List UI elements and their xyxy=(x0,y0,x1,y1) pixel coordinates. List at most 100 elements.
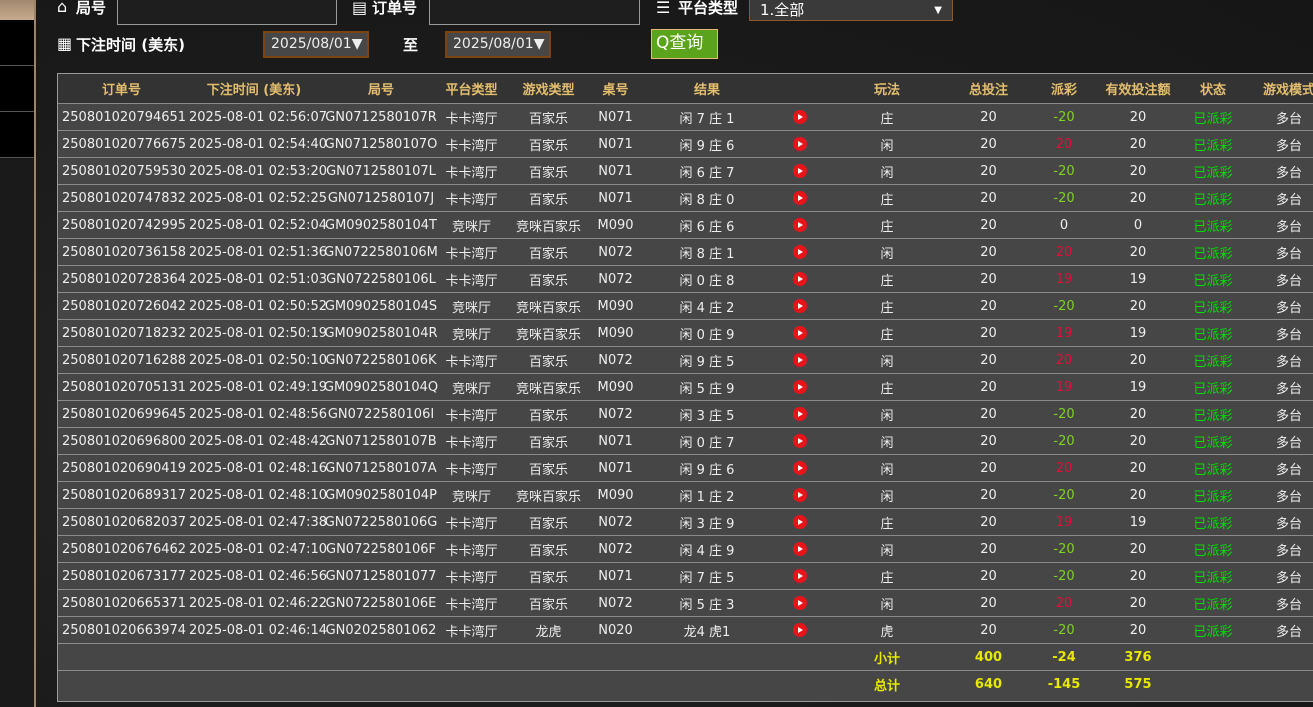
header-total-bet: 总投注 xyxy=(950,74,1027,104)
table-row: 250801020690419 2025-08-01 02:48:16 GN0712… xyxy=(58,454,1313,482)
empty-cell xyxy=(1175,643,1251,671)
query-button[interactable]: Q查询 xyxy=(651,29,718,59)
cell-total-bet: 20 xyxy=(950,535,1027,563)
header-payout: 派彩 xyxy=(1027,74,1101,104)
play-video-icon[interactable] xyxy=(793,164,807,178)
cell-table-id: N072 xyxy=(593,346,638,374)
play-video-icon[interactable] xyxy=(793,434,807,448)
cell-game-mode: 多台 xyxy=(1251,373,1313,401)
cell-bet-type: 闲 xyxy=(824,346,950,374)
header-status: 状态 xyxy=(1175,74,1251,104)
play-video-icon[interactable] xyxy=(793,461,807,475)
cell-game-type: 百家乐 xyxy=(504,427,593,455)
cell-order-id: 250801020736158 xyxy=(58,238,186,266)
play-video-icon[interactable] xyxy=(793,596,807,610)
play-video-icon[interactable] xyxy=(793,569,807,583)
cell-payout: 20 xyxy=(1027,238,1101,266)
empty-cell xyxy=(323,643,439,671)
cell-status: 已派彩 xyxy=(1175,589,1251,617)
play-video-icon[interactable] xyxy=(793,353,807,367)
cell-bet-time: 2025-08-01 02:46:22 xyxy=(185,589,327,617)
play-video-icon[interactable] xyxy=(793,407,807,421)
play-video-icon[interactable] xyxy=(793,272,807,286)
play-video-icon[interactable] xyxy=(793,515,807,529)
play-video-icon[interactable] xyxy=(793,218,807,232)
cell-game-mode: 多台 xyxy=(1251,346,1313,374)
cell-status: 已派彩 xyxy=(1175,319,1251,347)
cell-round-id: GN0722580106F xyxy=(323,535,439,563)
cell-platform-type: 卡卡湾厅 xyxy=(439,562,504,590)
platform-select[interactable]: 1.全部 ▼ xyxy=(749,0,953,21)
cell-table-id: M090 xyxy=(593,292,638,320)
cell-payout: 19 xyxy=(1027,265,1101,293)
query-button-label: 查询 xyxy=(669,33,704,53)
play-video-icon[interactable] xyxy=(793,488,807,502)
cell-total-bet: 20 xyxy=(950,157,1027,185)
cell-payout: 20 xyxy=(1027,454,1101,482)
cell-game-mode: 多台 xyxy=(1251,319,1313,347)
empty-cell xyxy=(776,670,824,697)
cell-game-type: 百家乐 xyxy=(504,454,593,482)
cell-status: 已派彩 xyxy=(1175,535,1251,563)
cell-round-id: GM0902580104R xyxy=(323,319,439,347)
total-payout: -145 xyxy=(1027,670,1101,697)
date-from-picker[interactable]: 2025/08/01▼ xyxy=(263,31,369,58)
empty-cell xyxy=(58,670,185,697)
header-game-type: 游戏类型 xyxy=(504,74,593,104)
play-video-icon[interactable] xyxy=(793,623,807,637)
replay-cell xyxy=(776,292,824,320)
cell-round-id: GN0722580106L xyxy=(323,265,439,293)
sidebar-item[interactable] xyxy=(0,66,34,112)
cell-table-id: N071 xyxy=(593,130,638,158)
play-video-icon[interactable] xyxy=(793,380,807,394)
cell-round-id: GN02025801062 xyxy=(323,616,439,644)
cell-payout: -20 xyxy=(1027,400,1101,428)
header-valid-bet: 有效投注额 xyxy=(1101,74,1175,104)
replay-cell xyxy=(776,562,824,590)
sidebar-item[interactable] xyxy=(0,20,34,66)
cell-bet-type: 庄 xyxy=(824,562,950,590)
cell-order-id: 250801020696800 xyxy=(58,427,186,455)
cell-round-id: GN0722580106K xyxy=(323,346,439,374)
replay-cell xyxy=(776,508,824,536)
order-input[interactable] xyxy=(429,0,640,25)
round-input[interactable] xyxy=(117,0,337,25)
cell-total-bet: 20 xyxy=(950,508,1027,536)
sidebar-item[interactable] xyxy=(0,112,34,158)
play-video-icon[interactable] xyxy=(793,542,807,556)
play-video-icon[interactable] xyxy=(793,191,807,205)
play-video-icon[interactable] xyxy=(793,110,807,124)
cell-table-id: M090 xyxy=(593,481,638,509)
replay-cell xyxy=(776,103,824,131)
cell-status: 已派彩 xyxy=(1175,211,1251,239)
table-row: 250801020728364 2025-08-01 02:51:03 GN0722… xyxy=(58,265,1313,293)
replay-cell xyxy=(776,535,824,563)
cell-game-type: 百家乐 xyxy=(504,400,593,428)
replay-cell xyxy=(776,184,824,212)
cell-bet-time: 2025-08-01 02:50:10 xyxy=(185,346,327,374)
cell-table-id: N071 xyxy=(593,454,638,482)
play-video-icon[interactable] xyxy=(793,299,807,313)
cell-order-id: 250801020742995 xyxy=(58,211,186,239)
cell-total-bet: 20 xyxy=(950,427,1027,455)
play-video-icon[interactable] xyxy=(793,245,807,259)
table-row: 250801020665371 2025-08-01 02:46:22 GN0722… xyxy=(58,589,1313,617)
cell-status: 已派彩 xyxy=(1175,103,1251,131)
table-row: 250801020718232 2025-08-01 02:50:19 GM0902… xyxy=(58,319,1313,347)
cell-result: 闲 3 庄 5 xyxy=(638,400,776,428)
cell-game-mode: 多台 xyxy=(1251,130,1313,158)
cell-valid-bet: 20 xyxy=(1101,292,1175,320)
table-row: 250801020705131 2025-08-01 02:49:19 GM0902… xyxy=(58,373,1313,401)
cell-game-type: 百家乐 xyxy=(504,346,593,374)
header-bet-time: 下注时间 (美东) xyxy=(185,74,323,104)
cell-platform-type: 卡卡湾厅 xyxy=(439,265,504,293)
date-to-picker[interactable]: 2025/08/01▼ xyxy=(445,31,551,58)
replay-cell xyxy=(776,319,824,347)
cell-payout: -20 xyxy=(1027,103,1101,131)
play-video-icon[interactable] xyxy=(793,326,807,340)
table-row: 250801020776675 2025-08-01 02:54:40 GN0712… xyxy=(58,130,1313,158)
table-row: 250801020726042 2025-08-01 02:50:52 GM0902… xyxy=(58,292,1313,320)
cell-round-id: GN0712580107A xyxy=(323,454,439,482)
play-video-icon[interactable] xyxy=(793,137,807,151)
cell-total-bet: 20 xyxy=(950,616,1027,644)
